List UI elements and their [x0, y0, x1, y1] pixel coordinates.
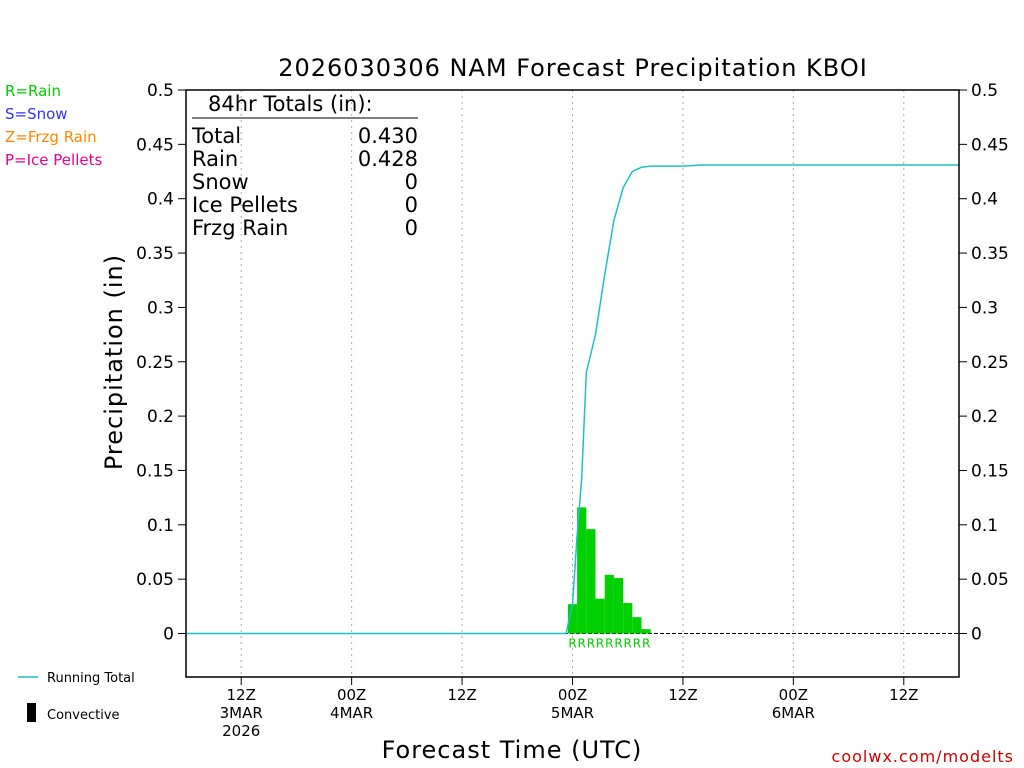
- x-tick-label: 4MAR: [330, 704, 373, 722]
- x-tick-label: 2026: [222, 722, 260, 740]
- rain-bars: [567, 507, 651, 634]
- precip-type-label: R: [633, 637, 641, 651]
- precip-type-legend-item: R=Rain: [5, 82, 61, 100]
- rain-bar: [613, 578, 624, 634]
- rain-bar: [595, 598, 605, 634]
- totals-row-label: Total: [191, 124, 241, 148]
- precip-type-legend-item: Z=Frzg Rain: [5, 128, 97, 146]
- footer-legend: Running Total Convective: [18, 671, 135, 723]
- totals-box: 84hr Totals (in): Total 0.430 Rain 0.428 Sno…: [191, 92, 418, 240]
- rain-bar: [567, 604, 578, 634]
- x-tick-label: 00Z: [558, 686, 587, 704]
- totals-row-value: 0: [405, 170, 418, 194]
- y-tick-label-right: 0.05: [971, 570, 1009, 590]
- y-tick-label-right: 0.15: [971, 461, 1009, 481]
- y-tick-label-left: 0.3: [147, 298, 174, 318]
- y-tick-label-left: 0.5: [147, 81, 174, 101]
- y-tick-label-left: 0.1: [147, 516, 174, 536]
- rain-bar: [604, 574, 614, 634]
- gridlines: [240, 90, 905, 677]
- running-total-line: [186, 164, 959, 635]
- totals-row-value: 0: [405, 193, 418, 217]
- y-axis-right: 0 0.05 0.1 0.15 0.2 0.25 0.3 0.35 0.4 0.45 0.5: [959, 81, 1009, 645]
- x-tick-label: 12Z: [447, 686, 476, 704]
- x-tick-label: 3MAR: [220, 704, 263, 722]
- precip-type-label: R: [624, 637, 632, 651]
- precip-type-label: R: [614, 637, 622, 651]
- y-tick-label-right: 0.35: [971, 244, 1009, 264]
- y-axis-title: Precipitation (in): [100, 254, 128, 470]
- y-tick-label-left: 0.35: [136, 244, 174, 264]
- totals-rows: Total 0.430 Rain 0.428 Snow 0 Ice Pellets 0 Frzg…: [191, 124, 418, 240]
- precip-type-legend-item: S=Snow: [5, 105, 68, 123]
- x-tick-label: 12Z: [227, 686, 256, 704]
- y-tick-label-right: 0.25: [971, 353, 1009, 373]
- totals-row-value: 0.430: [358, 124, 418, 148]
- rain-bar: [586, 529, 596, 634]
- convective-legend-label: Convective: [47, 708, 120, 723]
- y-tick-label-left: 0: [163, 625, 174, 645]
- rain-bar: [623, 603, 633, 634]
- y-tick-label-left: 0.05: [136, 570, 174, 590]
- rain-bar: [632, 617, 642, 634]
- y-tick-label-left: 0.4: [147, 190, 174, 210]
- precip-type-label: R: [568, 637, 576, 651]
- y-axis-left: 0 0.05 0.1 0.15 0.2 0.25 0.3 0.35 0.4 0.45 0.5: [136, 81, 186, 645]
- precip-type-legend: R=Rain S=Snow Z=Frzg Rain P=Ice Pellets: [5, 82, 102, 169]
- chart-title: 2026030306 NAM Forecast Precipitation KB…: [278, 54, 868, 82]
- precip-type-label: R: [642, 637, 650, 651]
- y-tick-label-left: 0.15: [136, 461, 174, 481]
- y-tick-label-right: 0.45: [971, 135, 1009, 155]
- running-total-legend-label: Running Total: [47, 671, 135, 686]
- y-tick-label-left: 0.45: [136, 135, 174, 155]
- precip-type-label: R: [605, 637, 613, 651]
- y-tick-label-left: 0.25: [136, 353, 174, 373]
- x-tick-label: 00Z: [337, 686, 366, 704]
- credit-text: coolwx.com/modelts: [832, 747, 1014, 766]
- y-tick-label-right: 0: [971, 625, 982, 645]
- x-tick-label: 5MAR: [551, 704, 594, 722]
- totals-row-label: Frzg Rain: [192, 216, 288, 240]
- totals-row-value: 0: [405, 216, 418, 240]
- y-tick-label-right: 0.3: [971, 298, 998, 318]
- convective-swatch: [27, 703, 36, 722]
- precip-type-label: R: [587, 637, 595, 651]
- rain-bar: [577, 507, 587, 634]
- rain-bar: [641, 629, 651, 634]
- totals-row-label: Snow: [192, 170, 249, 194]
- precip-type-label: R: [578, 637, 586, 651]
- totals-row-label: Rain: [192, 147, 238, 171]
- x-tick-label: 12Z: [889, 686, 918, 704]
- totals-header: 84hr Totals (in):: [208, 92, 373, 116]
- precip-type-label: R: [596, 637, 604, 651]
- x-tick-label: 6MAR: [772, 704, 815, 722]
- totals-row-label: Ice Pellets: [192, 193, 298, 217]
- y-tick-label-right: 0.5: [971, 81, 998, 101]
- y-tick-label-right: 0.1: [971, 516, 998, 536]
- totals-row-value: 0.428: [358, 147, 418, 171]
- precip-type-legend-item: P=Ice Pellets: [5, 151, 102, 169]
- x-tick-label: 00Z: [779, 686, 808, 704]
- x-axis-title: Forecast Time (UTC): [382, 736, 643, 764]
- y-tick-label-left: 0.2: [147, 407, 174, 427]
- x-tick-label: 12Z: [668, 686, 697, 704]
- y-tick-label-right: 0.4: [971, 190, 998, 210]
- y-tick-label-right: 0.2: [971, 407, 998, 427]
